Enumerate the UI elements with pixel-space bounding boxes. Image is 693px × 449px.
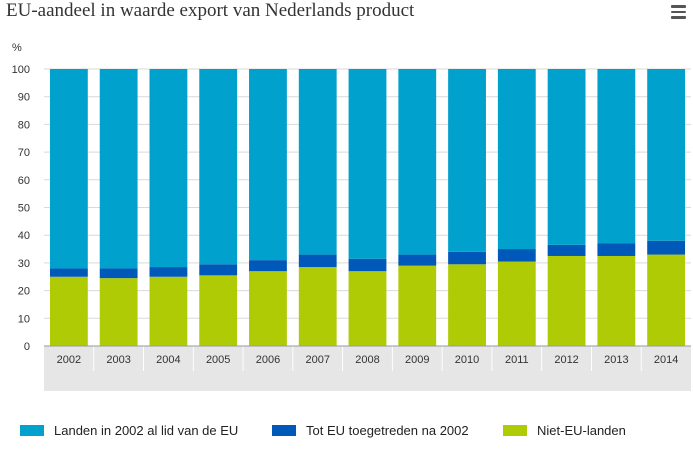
y-axis-unit-label: %: [12, 42, 22, 54]
x-tick-label: 2007: [305, 354, 329, 366]
legend: Landen in 2002 al lid van de EU Tot EU t…: [0, 423, 693, 443]
bar-eu2002: [348, 69, 387, 259]
x-tick-label: 2011: [505, 354, 529, 366]
bar-niet-eu: [398, 265, 437, 346]
x-tick-label: 2013: [604, 354, 628, 366]
bar-niet-eu: [348, 271, 387, 346]
bar-toegetreden: [547, 244, 586, 256]
y-tick-label: 10: [18, 313, 30, 325]
bar-eu2002: [597, 69, 636, 244]
bar-niet-eu: [448, 264, 486, 346]
x-tick-label: 2005: [206, 354, 230, 366]
bar-eu2002: [149, 69, 188, 268]
x-tick-label: 2006: [256, 354, 280, 366]
bar-toegetreden: [149, 267, 188, 277]
x-tick-label: 2012: [554, 354, 578, 366]
bar-niet-eu: [149, 276, 188, 346]
bar-eu2002: [199, 69, 238, 265]
bar-niet-eu: [249, 271, 287, 346]
bar-niet-eu: [99, 278, 138, 346]
x-tick-label: 2003: [106, 354, 130, 366]
legend-item-toegetreden[interactable]: Tot EU toegetreden na 2002: [272, 423, 469, 438]
x-tick-label: 2002: [57, 354, 81, 366]
x-tick-label: 2009: [405, 354, 429, 366]
bar-toegetreden: [597, 243, 636, 256]
bar-toegetreden: [448, 251, 486, 265]
bar-eu2002: [398, 69, 437, 255]
legend-item-eu2002[interactable]: Landen in 2002 al lid van de EU: [20, 423, 238, 438]
y-tick-label: 50: [18, 203, 30, 215]
bar-toegetreden: [298, 254, 337, 268]
y-tick-label: 20: [18, 286, 30, 298]
y-tick-label: 70: [18, 147, 30, 159]
bar-niet-eu: [497, 261, 536, 346]
legend-label: Tot EU toegetreden na 2002: [306, 423, 469, 438]
bar-niet-eu: [199, 275, 238, 346]
bar-eu2002: [99, 69, 138, 269]
bar-toegetreden: [199, 264, 238, 276]
bar-toegetreden: [249, 260, 287, 272]
bar-eu2002: [497, 69, 536, 250]
bar-niet-eu: [547, 255, 586, 346]
legend-label: Niet-EU-landen: [537, 423, 626, 438]
x-tick-label: 2004: [156, 354, 180, 366]
bar-eu2002: [547, 69, 586, 245]
bar-toegetreden: [398, 254, 437, 266]
y-tick-label: 30: [18, 258, 30, 270]
y-tick-label: 80: [18, 119, 30, 131]
y-tick-label: 90: [18, 92, 30, 104]
bar-toegetreden: [99, 268, 138, 279]
y-tick-label: 0: [24, 341, 30, 353]
x-axis-category-band: [44, 346, 691, 391]
bar-eu2002: [647, 69, 686, 241]
y-tick-label: 40: [18, 230, 30, 242]
bar-toegetreden: [348, 258, 387, 272]
legend-swatch-toegetreden: [272, 425, 296, 436]
x-tick-label: 2014: [654, 354, 678, 366]
bar-eu2002: [298, 69, 337, 255]
y-tick-label: 60: [18, 175, 30, 187]
bar-toegetreden: [497, 249, 536, 262]
legend-label: Landen in 2002 al lid van de EU: [54, 423, 239, 438]
bar-niet-eu: [647, 254, 686, 346]
bar-eu2002: [249, 69, 287, 261]
bar-chart: % 0 10 20 30 40 50 60 70 80 90 100 2002 2003 2004 2005…: [12, 42, 691, 391]
bar-toegetreden: [647, 240, 686, 255]
bar-niet-eu: [298, 267, 337, 346]
x-tick-label: 2008: [355, 354, 379, 366]
bar-niet-eu: [49, 276, 88, 346]
bar-eu2002: [49, 69, 88, 269]
bar-niet-eu: [597, 255, 636, 346]
y-tick-label: 100: [12, 64, 30, 76]
chart-title: EU-aandeel in waarde export van Nederlan…: [6, 0, 415, 21]
legend-swatch-niet-eu: [503, 425, 527, 436]
bar-toegetreden: [49, 268, 88, 277]
bar-eu2002: [448, 69, 486, 252]
x-tick-label: 2010: [455, 354, 479, 366]
hamburger-menu-icon[interactable]: [671, 5, 686, 19]
legend-item-niet-eu[interactable]: Niet-EU-landen: [503, 423, 626, 438]
legend-swatch-eu2002: [20, 425, 44, 436]
